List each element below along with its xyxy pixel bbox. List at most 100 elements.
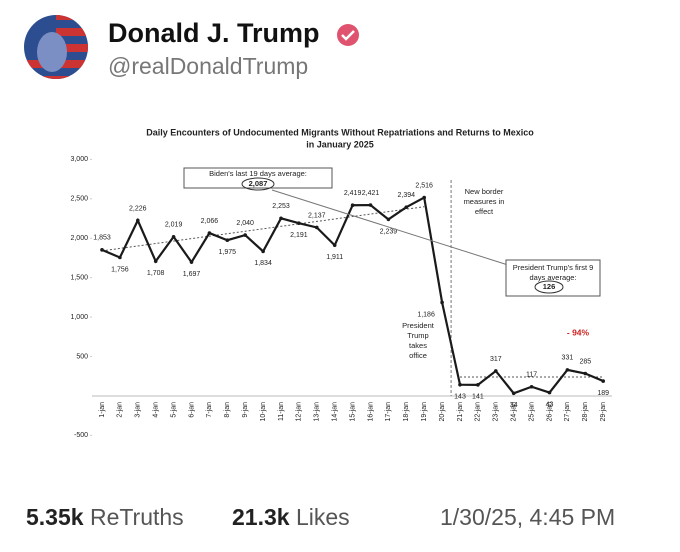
x-tick-label: 16-jan <box>367 402 374 422</box>
chart-title: in January 2025 <box>306 139 374 149</box>
annotation: measures in <box>464 197 505 206</box>
annotation: Biden's last 19 days average: <box>209 169 307 178</box>
point <box>171 234 176 239</box>
annotation: - 94% <box>567 327 590 337</box>
point <box>440 300 444 305</box>
annotation: 2,087 <box>249 179 268 188</box>
data-label: 1,853 <box>93 235 111 242</box>
point <box>458 382 462 387</box>
data-label: 2,019 <box>165 222 183 229</box>
data-label: 2,394 <box>398 192 416 199</box>
x-tick-label: 6-jan <box>188 402 195 418</box>
retruths-label: ReTruths <box>89 504 184 530</box>
point <box>261 249 265 254</box>
data-label: 2,516 <box>415 182 433 189</box>
likes[interactable]: 21.3k Likes <box>232 504 350 531</box>
x-tick-label: 5-jan <box>170 402 177 418</box>
annotation: President <box>402 321 435 330</box>
timestamp: 1/30/25, 4:45 PM <box>440 504 616 530</box>
annotation: New border <box>465 187 504 196</box>
data-label: 189 <box>597 390 609 397</box>
data-label: 1,756 <box>111 266 129 273</box>
annotation-circle <box>241 177 275 191</box>
x-tick-label: 1-jan <box>99 402 106 418</box>
point <box>207 231 212 235</box>
data-label: 2,253 <box>272 203 290 210</box>
annotation-arrow <box>271 189 509 266</box>
point <box>243 233 247 237</box>
x-tick-label: 8-jan <box>224 402 231 418</box>
x-tick-label: 27-jan <box>564 402 571 422</box>
y-tick-label: 1,000 <box>70 314 88 321</box>
handle[interactable]: @realDonaldTrump <box>108 53 308 79</box>
data-label: 1,708 <box>147 270 165 277</box>
point <box>189 260 194 264</box>
point <box>279 216 283 221</box>
point <box>601 379 605 383</box>
likes-count: 21.3k <box>232 504 290 530</box>
data-label: 34 <box>510 402 518 409</box>
x-tick-label: 24-jan <box>511 402 518 422</box>
point <box>225 238 230 243</box>
avatar[interactable] <box>20 12 92 84</box>
x-tick-label: 15-jan <box>349 402 356 422</box>
x-tick-label: 4-jan <box>153 402 160 418</box>
data-label: 1,697 <box>183 271 201 278</box>
point <box>297 221 301 225</box>
point <box>494 369 498 373</box>
data-label: 2,137 <box>308 212 326 219</box>
x-tick-label: 18-jan <box>403 402 410 422</box>
data-label: 2,239 <box>380 228 398 235</box>
x-tick-label: 23-jan <box>493 402 500 422</box>
annotation: President Trump's first 9 <box>513 263 594 272</box>
point <box>136 218 140 223</box>
display-name[interactable]: Donald J. Trump <box>108 18 320 48</box>
point <box>368 203 373 207</box>
point <box>476 383 480 387</box>
point <box>100 248 104 252</box>
x-tick-label: 25-jan <box>528 402 535 422</box>
point <box>332 243 337 248</box>
x-tick-label: 7-jan <box>206 402 213 418</box>
x-tick-label: 12-jan <box>296 402 303 422</box>
annotation: Trump <box>407 331 428 340</box>
trend-line <box>101 206 425 252</box>
x-tick-label: 21-jan <box>457 402 464 422</box>
annotation: effect <box>475 207 494 216</box>
x-tick-label: 26-jan <box>546 402 553 422</box>
x-tick-label: 10-jan <box>260 402 267 422</box>
x-tick-label: 3-jan <box>135 402 142 418</box>
annotation-box <box>505 259 601 297</box>
data-label: 143 <box>454 394 466 401</box>
x-tick-label: 19-jan <box>421 402 428 422</box>
point <box>118 255 122 260</box>
data-label: 1,186 <box>417 311 435 318</box>
data-label: 2,066 <box>201 218 219 225</box>
data-label: 43 <box>546 401 554 408</box>
likes-label: Likes <box>295 504 350 530</box>
data-label: 2,191 <box>290 232 308 239</box>
x-tick-label: 20-jan <box>439 402 446 422</box>
point <box>422 195 427 200</box>
point <box>404 205 409 209</box>
point <box>386 217 391 222</box>
data-label: 331 <box>562 355 574 362</box>
annotation: office <box>409 351 427 360</box>
x-tick-label: 11-jan <box>278 402 285 421</box>
x-tick-label: 14-jan <box>332 402 339 422</box>
data-label: 2,421 <box>362 190 380 197</box>
x-tick-label: 2-jan <box>117 402 124 418</box>
x-tick-label: 13-jan <box>314 402 321 422</box>
point <box>529 384 534 389</box>
x-tick-label: 28-jan <box>582 402 589 422</box>
y-tick-label: 2,000 <box>70 235 88 242</box>
data-label: 2,419 <box>344 190 362 197</box>
data-label: 1,911 <box>326 254 343 261</box>
annotation: days average: <box>529 273 576 282</box>
annotation: takes <box>409 341 427 350</box>
data-label: 2,226 <box>129 205 147 212</box>
point <box>350 203 355 208</box>
retruths[interactable]: 5.35k ReTruths <box>26 504 184 531</box>
